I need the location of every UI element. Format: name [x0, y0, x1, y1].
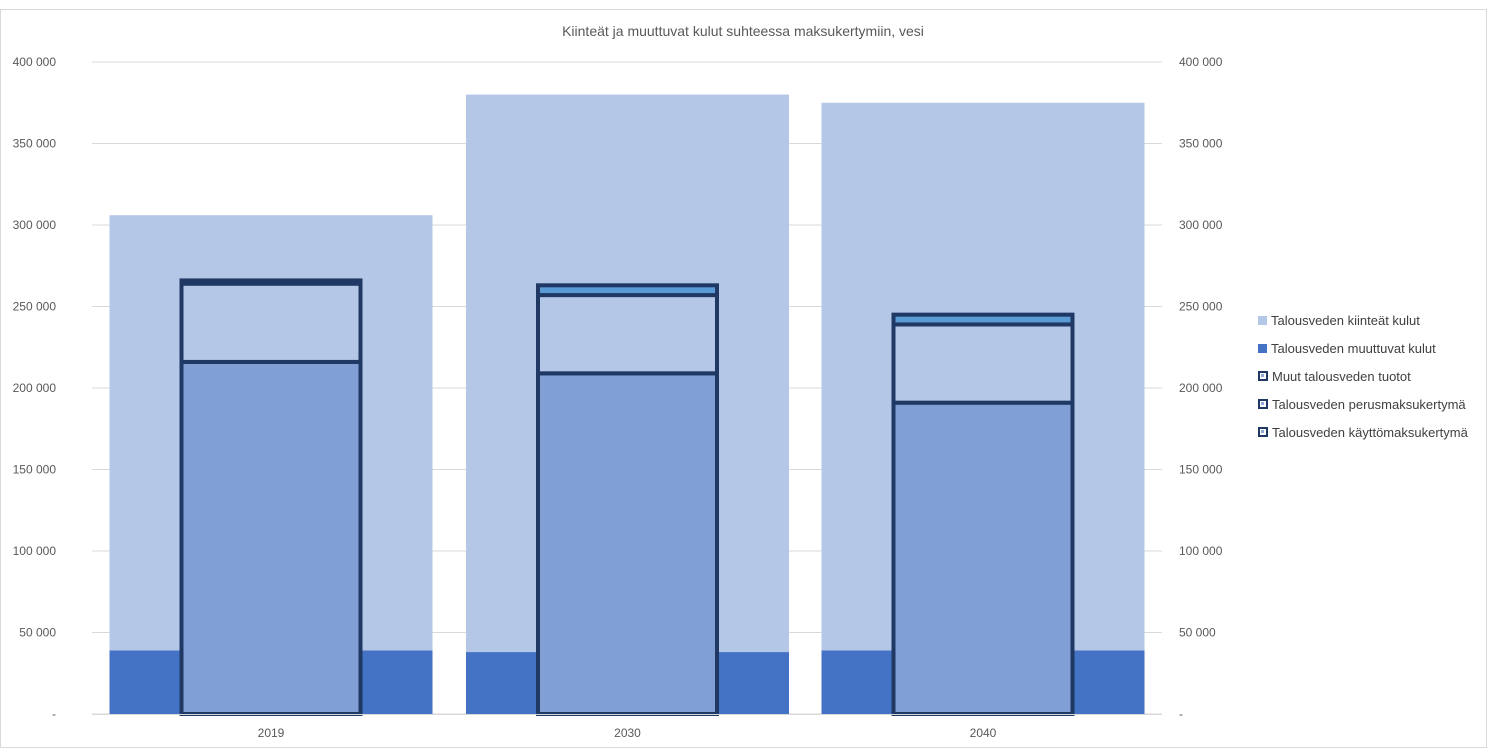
y-tick-label-right-250000: 250 000: [1179, 300, 1223, 314]
y-tick-label-right-400000: 400 000: [1179, 55, 1223, 69]
chart-title: Kiinteät ja muuttuvat kulut suhteessa ma…: [562, 23, 924, 39]
y-tick-label-right-100000: 100 000: [1179, 544, 1223, 558]
y-tick-label-left-400000: 400 000: [13, 55, 57, 69]
legend-swatch-usage-fee-revenue: [1258, 427, 1268, 437]
bar-talousveden-kayttomaksukertyma-2030: [536, 371, 719, 716]
y-tick-label-right-50000: 50 000: [1179, 626, 1216, 640]
legend-swatch-base-fee-revenue: [1258, 399, 1268, 409]
y-tick-label-right-350000: 350 000: [1179, 137, 1223, 151]
legend-label-variable-costs: Talousveden muuttuvat kulut: [1271, 340, 1436, 356]
y-tick-label-left-300000: 300 000: [13, 218, 57, 232]
bar-talousveden-perusmaksukertyma-2040: [891, 322, 1075, 405]
legend-item-other-revenue[interactable]: Muut talousveden tuotot: [1258, 362, 1468, 390]
legend-item-usage-fee-revenue[interactable]: Talousveden käyttömaksukertymä: [1258, 418, 1468, 446]
legend-label-fixed-costs: Talousveden kiinteät kulut: [1271, 312, 1420, 328]
bar-talousveden-kayttomaksukertyma-2019: [179, 359, 363, 716]
y-tick-label-left-50000: 50 000: [19, 626, 56, 640]
y-tick-label-left-150000: 150 000: [13, 463, 57, 477]
y-tick-label-left-0: -: [52, 707, 56, 721]
legend-item-base-fee-revenue[interactable]: Talousveden perusmaksukertymä: [1258, 390, 1468, 418]
bar-talousveden-kayttomaksukertyma-2040: [891, 400, 1075, 716]
bar-muut-talousveden-tuotot-2030: [536, 283, 719, 298]
y-tick-label-left-250000: 250 000: [13, 300, 57, 314]
y-tick-label-right-0: -: [1179, 707, 1183, 721]
legend-item-variable-costs[interactable]: Talousveden muuttuvat kulut: [1258, 334, 1468, 362]
y-tick-label-left-100000: 100 000: [13, 544, 57, 558]
legend-label-usage-fee-revenue: Talousveden käyttömaksukertymä: [1272, 424, 1468, 440]
legend-item-fixed-costs[interactable]: Talousveden kiinteät kulut: [1258, 306, 1468, 334]
y-tick-label-left-200000: 200 000: [13, 381, 57, 395]
bar-muut-talousveden-tuotot-2019: [179, 278, 363, 286]
bar-talousveden-perusmaksukertyma-2030: [536, 293, 719, 376]
legend-swatch-other-revenue: [1258, 371, 1268, 381]
legend-swatch-fixed-costs: [1258, 315, 1267, 325]
chart-legend: Talousveden kiinteät kulut Talousveden m…: [1258, 306, 1468, 446]
legend-swatch-variable-costs: [1258, 343, 1267, 353]
bar-talousveden-perusmaksukertyma-2019: [179, 281, 363, 364]
bar-muut-talousveden-tuotot-2040: [891, 312, 1075, 327]
legend-label-base-fee-revenue: Talousveden perusmaksukertymä: [1272, 396, 1466, 412]
x-tick-label-2030: 2030: [614, 726, 641, 740]
y-tick-label-left-350000: 350 000: [13, 137, 57, 151]
y-tick-label-right-150000: 150 000: [1179, 463, 1223, 477]
y-tick-label-right-300000: 300 000: [1179, 218, 1223, 232]
y-tick-label-right-200000: 200 000: [1179, 381, 1223, 395]
x-tick-label-2019: 2019: [258, 726, 285, 740]
x-tick-label-2040: 2040: [970, 726, 997, 740]
legend-label-other-revenue: Muut talousveden tuotot: [1272, 368, 1411, 384]
